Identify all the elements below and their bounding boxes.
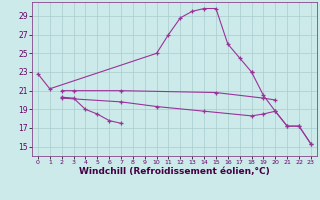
X-axis label: Windchill (Refroidissement éolien,°C): Windchill (Refroidissement éolien,°C) (79, 167, 270, 176)
